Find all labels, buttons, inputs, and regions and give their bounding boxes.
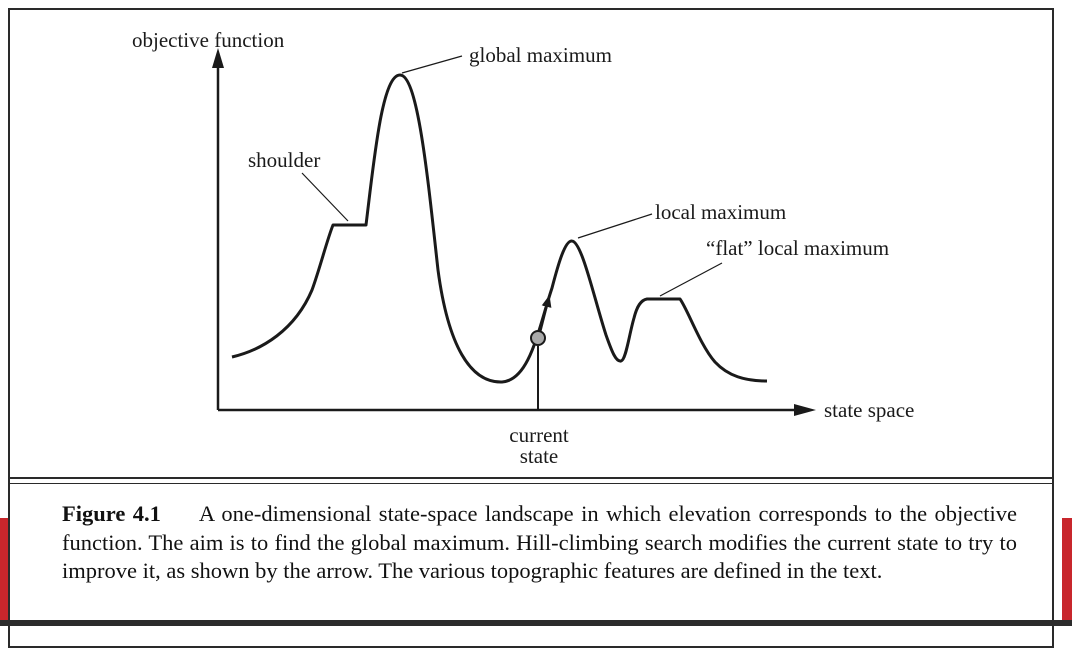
x-axis-arrowhead [794, 404, 816, 416]
bottom-dark-rule [0, 620, 1072, 626]
figure-page: objective function state space global ma… [0, 8, 1072, 648]
figure-caption: Figure 4.1 A one-dimensional state-space … [62, 500, 1017, 586]
current-state-label-line1: current [509, 423, 569, 447]
global-maximum-leader [401, 55, 463, 74]
flat-local-maximum-label: “flat” local maximum [706, 236, 889, 260]
right-red-margin-bar [1062, 518, 1072, 626]
global-maximum-label: global maximum [469, 43, 612, 67]
local-maximum-label: local maximum [655, 200, 786, 224]
caption-separator-thick [8, 477, 1054, 479]
current-state-label-line2: state [520, 444, 558, 468]
left-red-margin-bar [0, 518, 8, 626]
flat-local-maximum-leader [659, 262, 723, 297]
caption-text: A one-dimensional state-space landscape … [62, 501, 1017, 583]
shoulder-label: shoulder [248, 148, 320, 172]
caption-separator-thin [8, 483, 1054, 484]
x-axis-label: state space [824, 398, 914, 422]
current-state-marker [530, 330, 546, 346]
state-space-landscape-diagram: objective function state space global ma… [132, 28, 914, 468]
y-axis-label: objective function [132, 28, 285, 52]
figure-number: Figure 4.1 [62, 501, 161, 526]
y-axis-arrowhead [212, 48, 224, 68]
local-maximum-leader [577, 213, 653, 239]
landscape-curve [231, 73, 768, 384]
shoulder-leader [301, 172, 349, 222]
